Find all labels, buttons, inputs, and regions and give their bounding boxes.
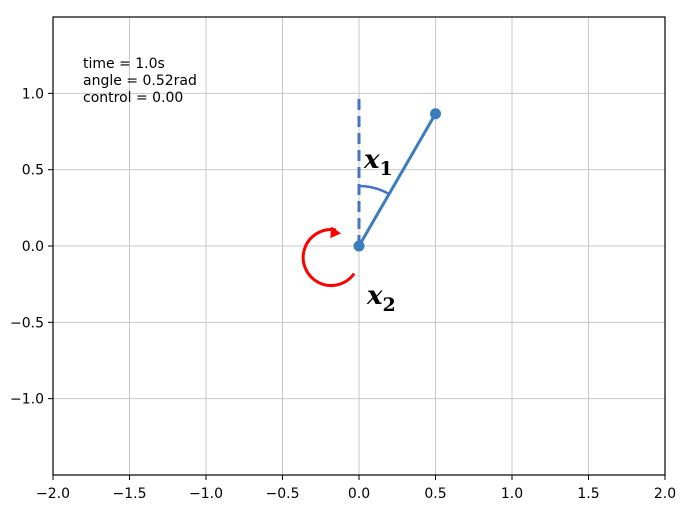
- angle-state-label-base: x: [363, 145, 380, 175]
- rate-state-label: x2: [366, 281, 396, 316]
- x-tick-label: 2.0: [654, 486, 676, 502]
- pendulum-marks: [301, 93, 441, 287]
- x-tick-label: 0.0: [348, 486, 370, 502]
- y-tick-label: −1.0: [10, 392, 44, 408]
- y-tick-label: −0.5: [10, 315, 44, 331]
- angle-readout: angle = 0.52rad: [83, 73, 197, 89]
- rate-arrow-head: [330, 226, 341, 239]
- time-readout: time = 1.0s: [83, 56, 165, 72]
- rate-state-label-base: x: [366, 281, 383, 311]
- rate-state-label-sub: 2: [383, 294, 396, 316]
- x-tick-label: 0.5: [424, 486, 446, 502]
- rate-arrow-arc: [301, 228, 356, 287]
- x-tick-label: −1.0: [189, 486, 223, 502]
- x-tick-label: 1.0: [501, 486, 523, 502]
- axis-ticks: [48, 92, 666, 480]
- pivot-point: [353, 240, 365, 252]
- angle-state-label: x1: [363, 145, 393, 180]
- tick-labels: −2.0 −1.5 −1.0 −0.5 0.0 0.5 1.0 1.5 2.0 1.0 0.5 0.0…: [10, 86, 676, 502]
- x-tick-label: −0.5: [266, 486, 300, 502]
- info-text: time = 1.0s angle = 0.52rad control = 0.…: [83, 56, 201, 106]
- y-tick-label: 0.0: [22, 239, 44, 255]
- pendulum-rod: [357, 113, 437, 247]
- x-tick-label: −2.0: [36, 486, 70, 502]
- axes-frame: [52, 16, 666, 476]
- angle-state-label-sub: 1: [380, 158, 393, 180]
- control-readout: control = 0.00: [83, 90, 183, 106]
- bob-point: [430, 108, 441, 120]
- x-tick-label: 1.5: [577, 486, 599, 502]
- y-tick-label: 1.0: [22, 86, 44, 102]
- x-tick-label: −1.5: [113, 486, 147, 502]
- y-tick-label: 0.5: [22, 163, 44, 179]
